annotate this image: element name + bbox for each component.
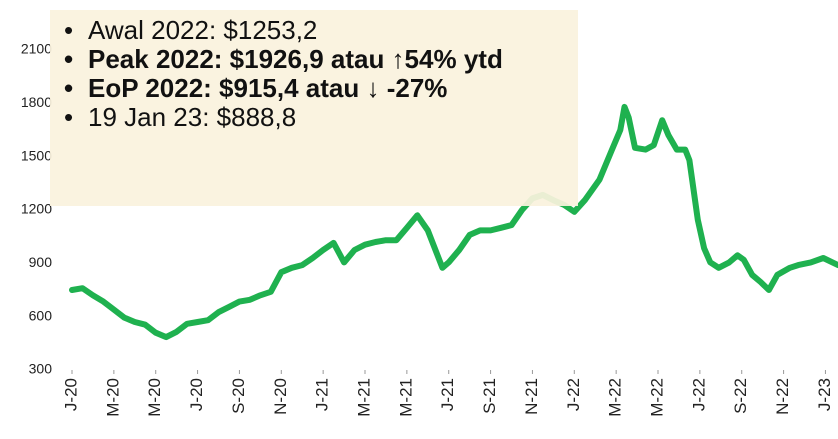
x-tick-label: N-21	[522, 378, 541, 415]
y-tick-label: 1800	[21, 94, 52, 110]
y-tick-label: 2100	[21, 41, 52, 57]
y-tick-label: 900	[29, 254, 53, 270]
annotation: Peak 2022: $1926,9 atau ↑54% ytd	[62, 45, 528, 75]
x-tick-label: S-21	[480, 378, 499, 414]
y-tick-label: 1200	[21, 201, 52, 217]
x-tick-label: S-22	[731, 378, 750, 414]
x-tick-label: J-23	[815, 378, 834, 411]
x-tick-label: M-22	[606, 378, 625, 417]
x-tick-label: N-20	[271, 378, 290, 415]
x-tick-label: J-21	[438, 378, 457, 411]
x-tick-label: M-21	[396, 378, 415, 417]
y-tick-label: 600	[29, 307, 53, 323]
x-tick-label: M-20	[103, 378, 122, 417]
x-tick-label: M-20	[145, 378, 164, 417]
x-tick-label: M-22	[647, 378, 666, 417]
annotation: EoP 2022: $915,4 atau ↓ -27%	[62, 74, 528, 104]
y-tick-label: 300	[29, 361, 53, 377]
annotation: 19 Jan 23: $888,8	[62, 103, 528, 133]
price-line	[69, 103, 838, 341]
x-tick-label: S-20	[229, 378, 248, 414]
annotation: Awal 2022: $1253,2	[62, 16, 528, 46]
x-tick-label: J-20	[61, 378, 80, 411]
annotation-list: Awal 2022: $1253,2 Peak 2022: $1926,9 at…	[62, 16, 568, 133]
annotation-box: Awal 2022: $1253,2 Peak 2022: $1926,9 at…	[50, 10, 578, 206]
y-tick-label: 1500	[21, 147, 52, 163]
x-tick-label: J-21	[313, 378, 332, 411]
x-tick-label: J-22	[564, 378, 583, 411]
x-tick-label: M-21	[354, 378, 373, 417]
x-tick-label: J-22	[689, 378, 708, 411]
x-tick-label: J-20	[187, 378, 206, 411]
x-tick-label: N-22	[773, 378, 792, 415]
